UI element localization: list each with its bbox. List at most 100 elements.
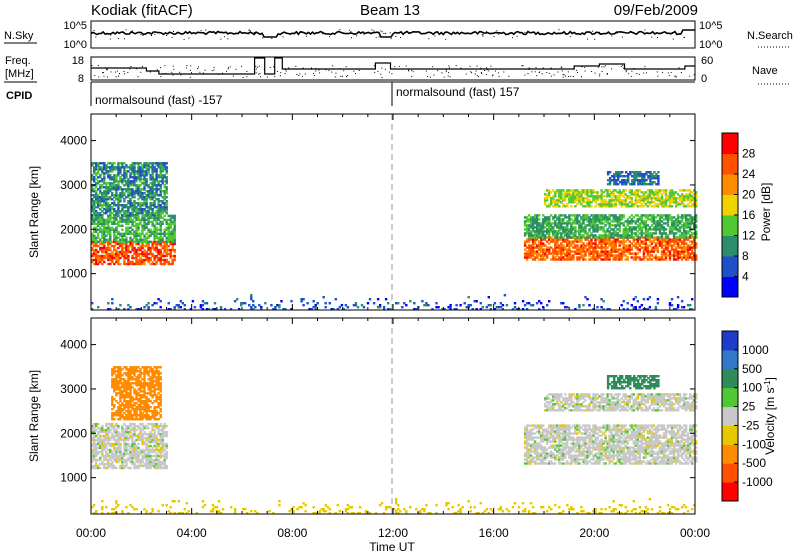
- heatmap-cell: [173, 240, 176, 243]
- heatmap-cell: [99, 256, 102, 260]
- heatmap-cell: [137, 238, 140, 241]
- heatmap-cell: [163, 254, 166, 258]
- heatmap-cell: [129, 180, 132, 183]
- nsearch-point: [482, 35, 484, 37]
- heatmap-cell: [637, 183, 640, 186]
- heatmap-cell: [544, 222, 547, 225]
- heatmap-cell: [117, 434, 120, 438]
- heatmap-cell: [97, 166, 100, 169]
- heatmap-cell: [578, 240, 581, 243]
- heatmap-cell: [654, 216, 658, 219]
- heatmap-cell: [658, 236, 662, 239]
- heatmap-cell: [135, 258, 138, 262]
- power-colorbar-tick-label: 20: [742, 188, 756, 202]
- nave-point: [391, 73, 393, 75]
- heatmap-cell: [670, 199, 674, 202]
- heatmap-cell: [155, 228, 158, 231]
- heatmap-cell: [165, 182, 168, 185]
- heatmap-cell: [588, 220, 591, 223]
- heatmap-cell: [588, 205, 591, 208]
- heatmap-cell: [624, 226, 627, 229]
- heatmap-cell: [523, 222, 527, 225]
- heatmap-cell: [542, 244, 545, 247]
- heatmap-cell: [139, 184, 142, 187]
- heatmap-cell: [564, 205, 567, 208]
- heatmap-cell: [107, 428, 110, 432]
- heatmap-cell: [107, 248, 110, 252]
- heatmap-cell: [91, 202, 94, 205]
- heatmap-cell: [548, 250, 551, 253]
- heatmap-cell: [165, 170, 168, 173]
- heatmap-cell: [592, 256, 595, 259]
- heatmap-cell: [93, 466, 96, 470]
- heatmap-cell: [129, 422, 132, 426]
- heatmap-cell: [693, 232, 696, 235]
- heatmap-cell: [682, 195, 686, 198]
- heatmap-cell: [686, 222, 690, 225]
- heatmap-cell: [618, 193, 621, 196]
- heatmap-cell: [135, 236, 138, 239]
- heatmap-cell: [93, 458, 96, 462]
- heatmap-cell: [147, 452, 150, 456]
- heatmap-cell: [123, 428, 126, 432]
- heatmap-cell: [606, 222, 609, 225]
- heatmap-cell: [616, 224, 619, 227]
- heatmap-cell: [161, 220, 164, 223]
- heatmap-cell: [560, 218, 563, 221]
- heatmap-cell: [147, 170, 150, 173]
- heatmap-cell: [668, 203, 672, 206]
- heatmap-cell: [157, 174, 160, 177]
- heatmap-cell: [586, 197, 589, 200]
- heatmap-cell: [151, 426, 154, 430]
- heatmap-cell: [666, 238, 670, 241]
- heatmap-cell: [171, 214, 174, 218]
- heatmap-cell: [608, 179, 612, 182]
- heatmap-cell: [105, 234, 108, 237]
- heatmap-cell: [654, 236, 658, 239]
- heatmap-cell: [626, 258, 629, 261]
- heatmap-cell: [103, 248, 106, 252]
- cpid-label: CPID: [6, 90, 32, 102]
- heatmap-cell: [672, 228, 676, 231]
- heatmap-cell: [127, 208, 130, 211]
- heatmap-cell: [151, 458, 154, 462]
- heatmap-cell: [656, 240, 660, 243]
- heatmap-cell: [145, 164, 148, 167]
- heatmap-cell: [689, 222, 692, 225]
- heatmap-cell: [129, 250, 132, 254]
- heatmap-cell: [596, 197, 599, 200]
- heatmap-cell: [121, 428, 124, 432]
- heatmap-cell: [161, 208, 164, 211]
- heatmap-cell: [542, 256, 545, 259]
- heatmap-cell: [548, 252, 551, 255]
- heatmap-cell: [159, 446, 162, 450]
- heatmap-cell: [606, 254, 609, 257]
- heatmap-cell: [153, 436, 156, 440]
- heatmap-cell: [93, 208, 96, 211]
- heatmap-cell: [127, 254, 130, 258]
- nsearch-point: [560, 32, 562, 34]
- heatmap-cell: [560, 248, 563, 251]
- heatmap-cell: [676, 258, 680, 261]
- heatmap-cell: [529, 244, 533, 247]
- heatmap-cell: [113, 220, 116, 223]
- heatmap-cell: [612, 246, 615, 249]
- heatmap-cell: [527, 226, 531, 229]
- heatmap-cell: [127, 190, 130, 193]
- heatmap-cell: [590, 189, 593, 192]
- heatmap-cell: [147, 246, 150, 250]
- heatmap-cell: [155, 226, 158, 229]
- heatmap-cell: [618, 230, 621, 233]
- heatmap-cell: [157, 258, 160, 262]
- heatmap-cell: [664, 214, 668, 217]
- heatmap-cell: [143, 262, 146, 266]
- heatmap-cell: [115, 214, 118, 217]
- power-colorbar-tick-label: 4: [742, 270, 749, 284]
- heatmap-cell: [161, 254, 164, 258]
- heatmap-cell: [167, 260, 170, 264]
- heatmap-cell: [93, 168, 96, 171]
- heatmap-cell: [660, 189, 664, 192]
- heatmap-cell: [123, 452, 126, 456]
- nave-point: [280, 72, 282, 74]
- heatmap-cell: [115, 428, 118, 432]
